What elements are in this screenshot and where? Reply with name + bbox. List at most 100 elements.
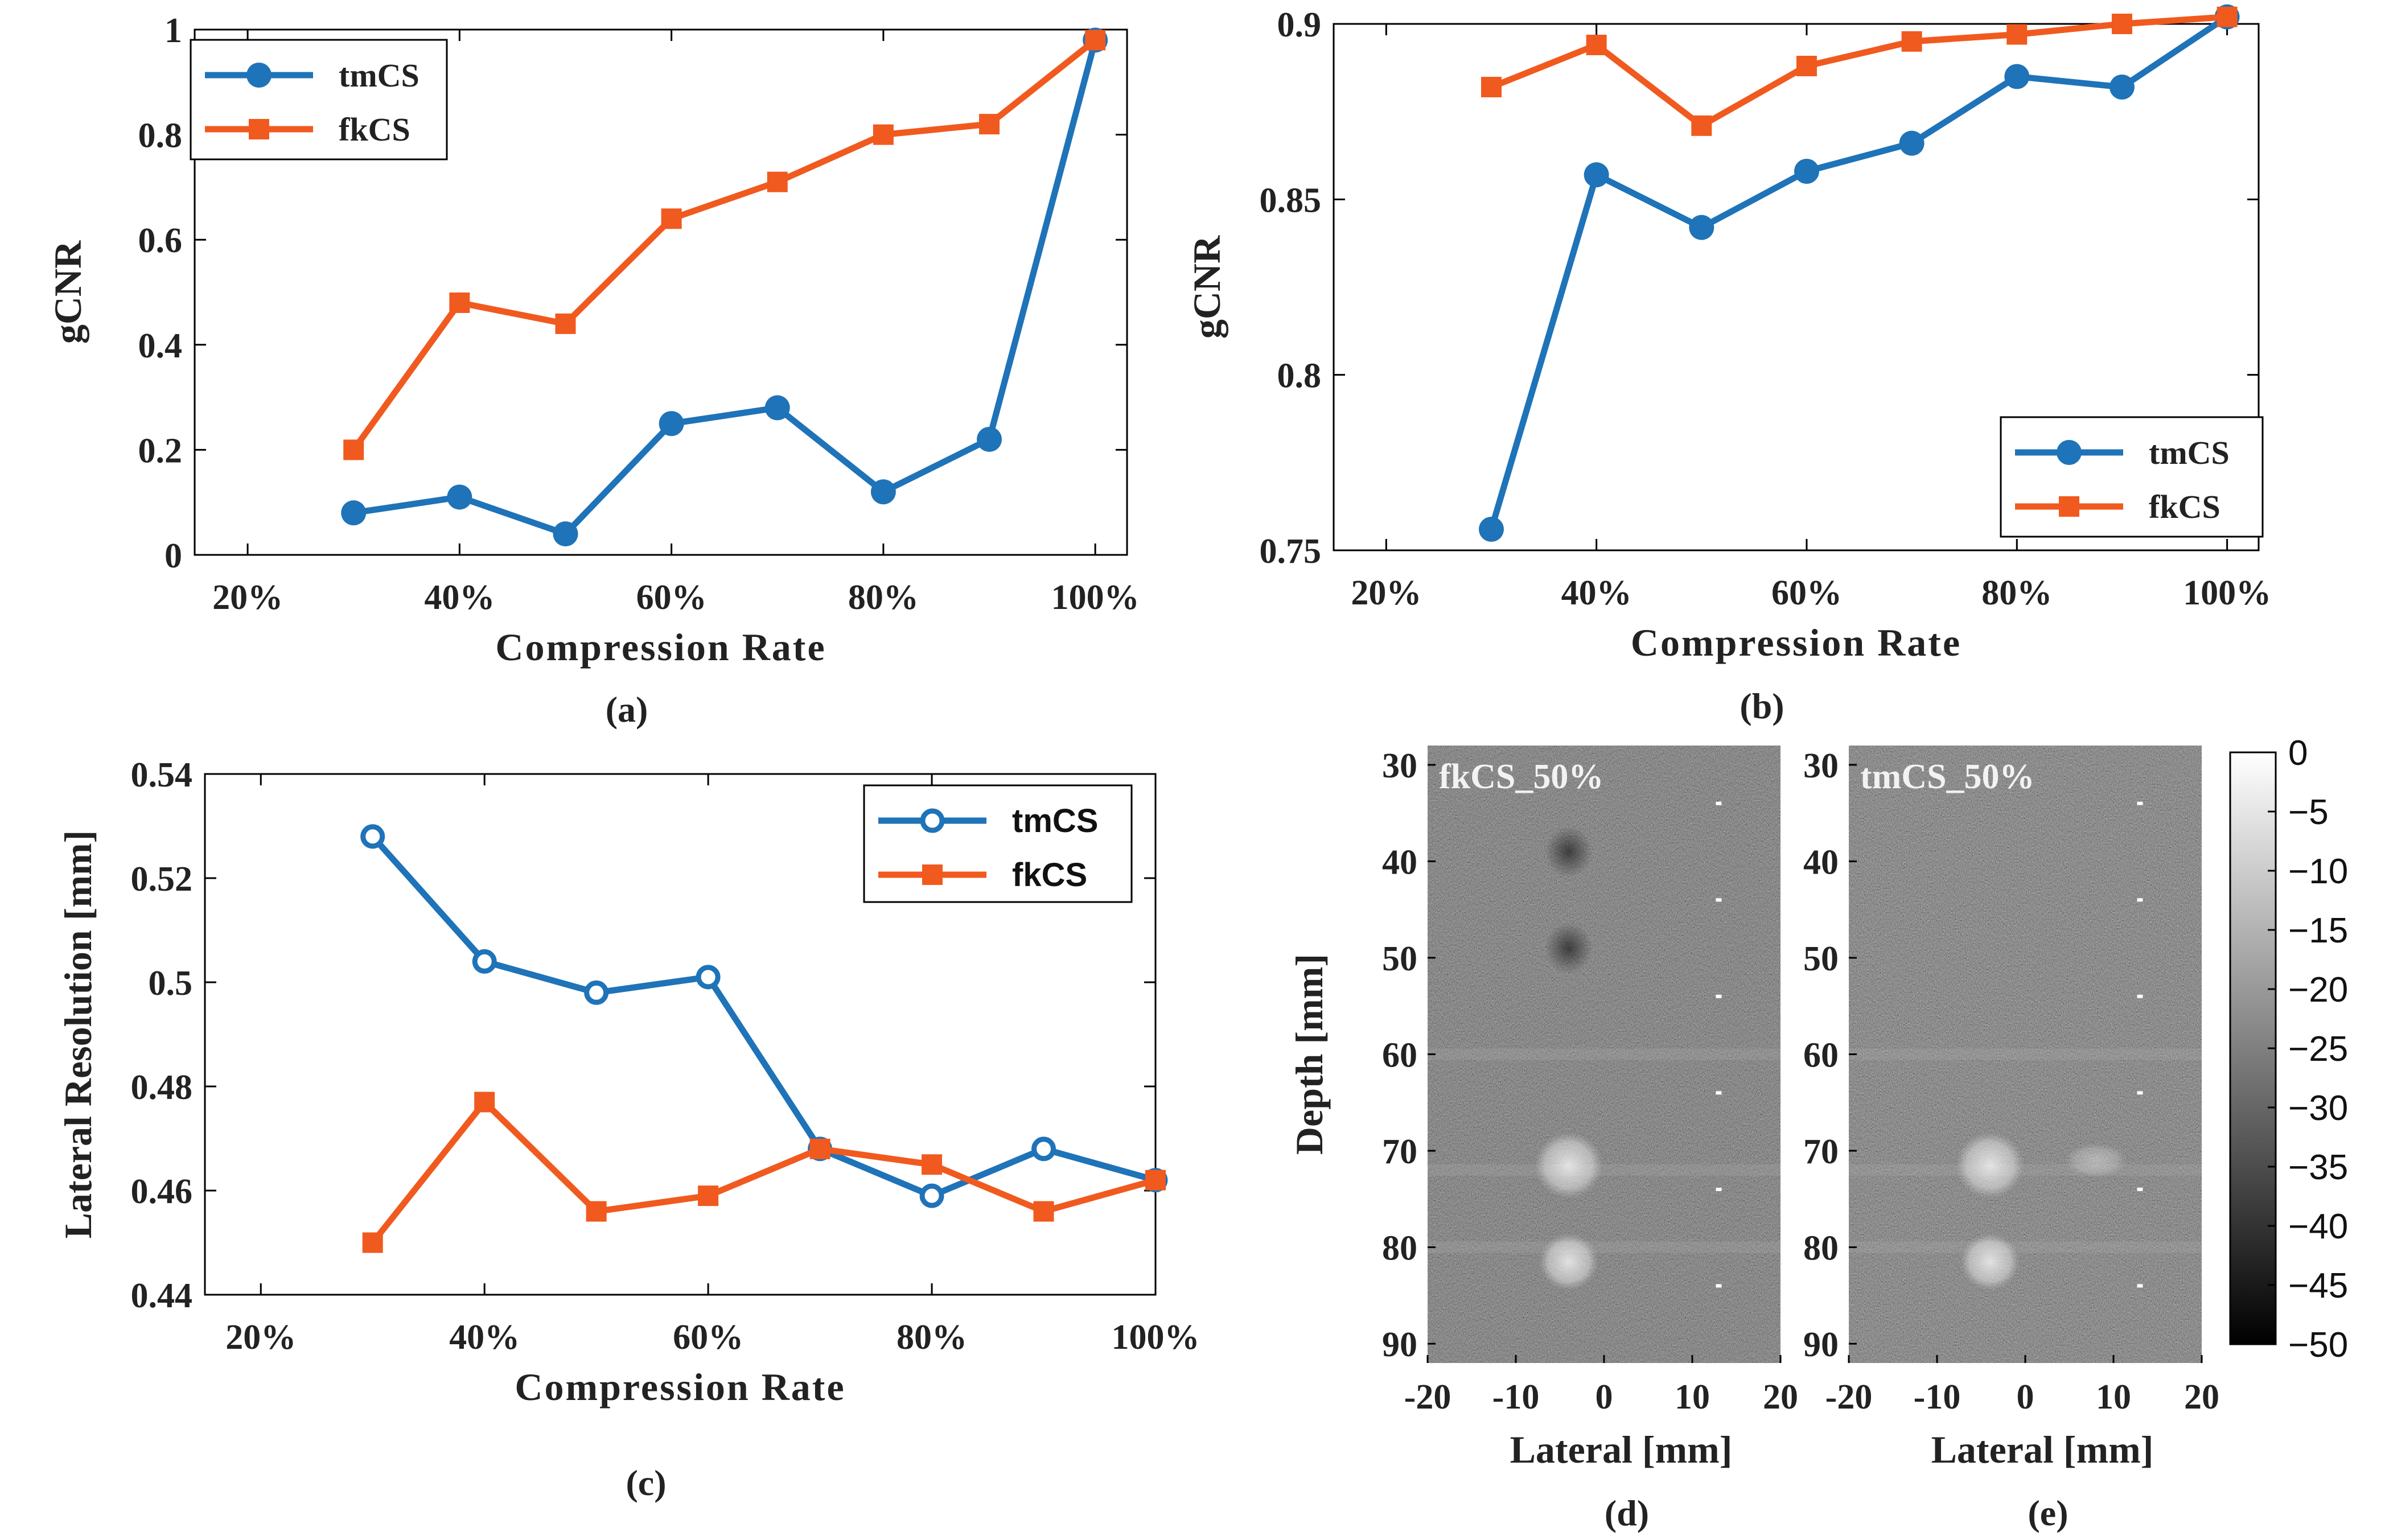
wire-target-d bbox=[1716, 801, 1722, 805]
image-title-d: fkCS_50% bbox=[1439, 757, 1603, 796]
panel-label-a: (a) bbox=[606, 689, 648, 730]
y-tick-label-e: 40 bbox=[1803, 843, 1839, 882]
series-line-fkCS bbox=[370, 1098, 1157, 1245]
data-point-tmCS bbox=[553, 521, 578, 547]
y-tick-label-b: 0.85 bbox=[1260, 181, 1322, 220]
x-tick-label-d: 0 bbox=[1596, 1378, 1613, 1417]
x-tick-label-d: 20 bbox=[1763, 1378, 1798, 1417]
y-axis-label-c: Lateral Resolution [mm] bbox=[56, 830, 100, 1239]
panel-label-b: (b) bbox=[1740, 686, 1784, 726]
y-tick-label-a: 0.2 bbox=[138, 431, 183, 470]
y-tick-label-c: 0.52 bbox=[131, 860, 193, 899]
legend-marker-tmCS bbox=[920, 808, 945, 833]
colorbar-tick-label: −35 bbox=[2288, 1148, 2348, 1187]
data-point-fkCS bbox=[1085, 30, 1106, 51]
data-point-fkCS bbox=[2217, 6, 2238, 27]
data-point-tmCS bbox=[360, 824, 385, 849]
y-tick-label-a: 0.8 bbox=[138, 117, 183, 155]
x-tick-label-c: 100% bbox=[1112, 1318, 1200, 1357]
data-point-fkCS bbox=[343, 439, 364, 460]
legend-label-tmCS: tmCS bbox=[1012, 802, 1098, 839]
data-point-fkCS bbox=[698, 1185, 719, 1207]
echo-band-d bbox=[1428, 1164, 1780, 1176]
data-point-fkCS bbox=[1145, 1170, 1166, 1191]
x-tick-label-a: 80% bbox=[848, 578, 919, 617]
data-point-fkCS bbox=[1586, 35, 1607, 55]
y-tick-label-b: 0.8 bbox=[1277, 357, 1322, 396]
y-tick-label-c: 0.44 bbox=[131, 1277, 193, 1315]
y-tick-label-e: 60 bbox=[1803, 1036, 1839, 1075]
chart-panel-a: 0 0.2 0.4 0.6 0.8 1 20% 40% 60% 80% 100% Compressio… bbox=[46, 11, 1140, 730]
y-tick-label-b: 0.75 bbox=[1260, 532, 1322, 571]
x-tick-label-a: 100% bbox=[1051, 578, 1140, 617]
x-tick-label-e: 10 bbox=[2096, 1378, 2131, 1417]
chart-panel-c: 0.44 0.46 0.48 0.5 0.52 0.54 20% 40% 60% 80% 100% C… bbox=[56, 756, 1200, 1503]
x-tick-label-b: 60% bbox=[1771, 574, 1842, 612]
data-point-fkCS bbox=[1033, 1201, 1054, 1222]
legend-marker-tmCS bbox=[2057, 440, 2082, 465]
data-point-tmCS bbox=[584, 980, 609, 1005]
data-point-fkCS bbox=[1796, 56, 1817, 76]
x-tick-label-e: 20 bbox=[2184, 1378, 2219, 1417]
x-tick-label-c: 20% bbox=[225, 1318, 296, 1357]
bright-inclusion-d bbox=[1539, 1233, 1598, 1290]
y-tick-label-d: 70 bbox=[1382, 1133, 1417, 1171]
data-point-tmCS bbox=[472, 949, 497, 974]
panel-label-e: (e) bbox=[2028, 1493, 2068, 1533]
y-tick-label-d: 40 bbox=[1382, 843, 1417, 882]
y-tick-label-a: 0.4 bbox=[138, 327, 183, 365]
data-point-fkCS bbox=[1691, 115, 1712, 136]
echo-band-d bbox=[1428, 1241, 1780, 1253]
wire-target-d bbox=[1716, 898, 1722, 902]
y-tick-label-e: 80 bbox=[1803, 1229, 1839, 1268]
bright-inclusion-e bbox=[1956, 1132, 2024, 1199]
data-point-tmCS bbox=[1899, 130, 1925, 156]
x-tick-label-e: 0 bbox=[2017, 1378, 2034, 1417]
data-point-tmCS bbox=[659, 411, 684, 437]
y-tick-label-a: 1 bbox=[165, 11, 182, 50]
data-point-fkCS bbox=[661, 208, 682, 229]
bright-inclusion-d bbox=[1535, 1132, 1603, 1199]
data-point-fkCS bbox=[873, 124, 894, 145]
data-point-tmCS bbox=[341, 500, 367, 526]
legend-label-fkCS: fkCS bbox=[339, 111, 410, 148]
x-tick-label-e: -20 bbox=[1825, 1378, 1873, 1417]
data-point-fkCS bbox=[1901, 31, 1922, 52]
legend-box-a bbox=[190, 39, 448, 160]
data-point-tmCS bbox=[447, 484, 472, 510]
colorbar-tick-label: −5 bbox=[2288, 793, 2329, 832]
x-tick-label-c: 80% bbox=[897, 1318, 967, 1357]
legend-marker-fkCS bbox=[249, 119, 269, 139]
colorbar-tick-label: −10 bbox=[2288, 852, 2348, 891]
colorbar-tick-label: −20 bbox=[2288, 970, 2348, 1010]
bright-inclusion-e bbox=[1960, 1233, 2020, 1290]
wire-target-e bbox=[2137, 1187, 2143, 1191]
x-tick-label-d: -10 bbox=[1492, 1378, 1540, 1417]
wire-target-d bbox=[1716, 1284, 1722, 1288]
echo-band-d bbox=[1428, 1048, 1780, 1060]
y-axis-label-d: Depth [mm] bbox=[1288, 954, 1331, 1155]
echo-band-e bbox=[1849, 1164, 2202, 1176]
legend-box-c bbox=[863, 784, 1133, 903]
x-tick-label-d: -20 bbox=[1404, 1378, 1451, 1417]
legend-label-tmCS: tmCS bbox=[339, 57, 420, 94]
y-tick-label-c: 0.54 bbox=[131, 756, 193, 794]
data-point-fkCS bbox=[449, 292, 470, 313]
x-tick-label-a: 60% bbox=[636, 578, 707, 617]
image-panel-e: 30 40 50 60 70 80 90 -20 -10 0 10 20 Lateral [mm] tmC… bbox=[1803, 746, 2219, 1533]
dark-inclusion-d bbox=[1545, 826, 1593, 878]
y-axis-label-a: gCNR bbox=[46, 240, 89, 344]
data-point-fkCS bbox=[979, 114, 1000, 135]
x-axis-label-a: Compression Rate bbox=[495, 625, 826, 669]
data-point-fkCS bbox=[2006, 24, 2028, 45]
colorbar-tick-label: −45 bbox=[2288, 1266, 2348, 1306]
data-point-tmCS bbox=[977, 426, 1002, 452]
data-point-fkCS bbox=[809, 1138, 830, 1159]
x-tick-label-d: 10 bbox=[1675, 1378, 1710, 1417]
data-point-fkCS bbox=[1481, 77, 1502, 97]
x-axis-label-b: Compression Rate bbox=[1631, 621, 1962, 664]
data-point-fkCS bbox=[767, 171, 788, 192]
wire-target-e bbox=[2137, 994, 2143, 998]
y-tick-label-e: 50 bbox=[1803, 940, 1839, 978]
